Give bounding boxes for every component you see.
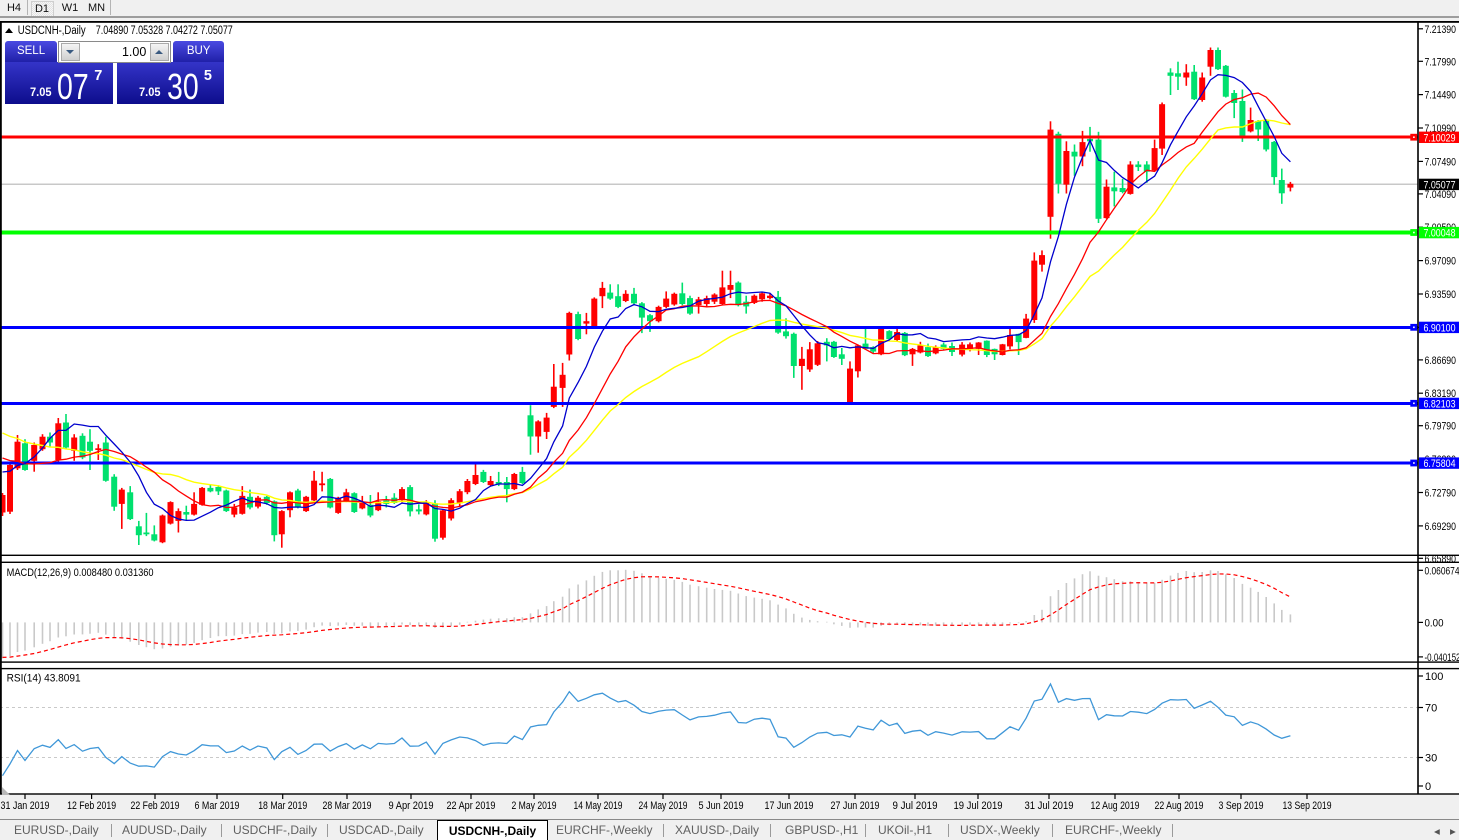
- svg-text:24 May 2019: 24 May 2019: [639, 800, 688, 812]
- svg-text:31 Jul 2019: 31 Jul 2019: [1025, 800, 1074, 812]
- svg-text:2 May 2019: 2 May 2019: [512, 800, 557, 812]
- svg-text:5 Jun 2019: 5 Jun 2019: [699, 800, 744, 812]
- svg-text:7.05077: 7.05077: [1424, 179, 1456, 191]
- svg-text:100: 100: [1425, 671, 1443, 683]
- svg-text:6.86690: 6.86690: [1425, 355, 1457, 367]
- svg-text:0.00: 0.00: [1425, 617, 1444, 629]
- svg-text:18 Mar 2019: 18 Mar 2019: [258, 800, 307, 812]
- svg-text:7.04890 7.05328 7.04272 7.0507: 7.04890 7.05328 7.04272 7.05077: [96, 25, 233, 37]
- svg-text:3 Sep 2019: 3 Sep 2019: [1219, 800, 1264, 812]
- svg-text:0.060674: 0.060674: [1425, 565, 1459, 577]
- svg-text:USDCNH-,Daily: USDCNH-,Daily: [18, 25, 86, 37]
- svg-text:22 Apr 2019: 22 Apr 2019: [447, 800, 496, 812]
- svg-text:6.90100: 6.90100: [1424, 322, 1456, 334]
- svg-text:7.04090: 7.04090: [1425, 189, 1457, 201]
- svg-text:28 Mar 2019: 28 Mar 2019: [323, 800, 372, 812]
- svg-text:-0.040152: -0.040152: [1425, 652, 1459, 664]
- svg-text:22 Aug 2019: 22 Aug 2019: [1155, 800, 1204, 812]
- svg-text:6.79790: 6.79790: [1425, 421, 1457, 433]
- svg-text:6.83190: 6.83190: [1425, 388, 1457, 400]
- svg-text:9 Apr 2019: 9 Apr 2019: [389, 800, 434, 812]
- svg-text:7.21390: 7.21390: [1425, 24, 1457, 36]
- svg-text:9 Jul 2019: 9 Jul 2019: [893, 800, 938, 812]
- svg-text:12 Feb 2019: 12 Feb 2019: [67, 800, 116, 812]
- svg-text:27 Jun 2019: 27 Jun 2019: [831, 800, 880, 812]
- svg-text:7.00048: 7.00048: [1424, 228, 1456, 240]
- svg-text:14 May 2019: 14 May 2019: [574, 800, 623, 812]
- svg-text:6.65890: 6.65890: [1425, 553, 1457, 565]
- svg-text:6.75804: 6.75804: [1424, 458, 1456, 470]
- svg-text:6.82103: 6.82103: [1424, 398, 1456, 410]
- svg-text:7.14490: 7.14490: [1425, 90, 1457, 102]
- svg-text:7.10029: 7.10029: [1424, 132, 1456, 144]
- svg-text:22 Feb 2019: 22 Feb 2019: [131, 800, 180, 812]
- svg-text:70: 70: [1425, 703, 1437, 715]
- svg-text:7.17990: 7.17990: [1425, 56, 1457, 68]
- svg-text:6.72790: 6.72790: [1425, 488, 1457, 500]
- svg-text:6.97090: 6.97090: [1425, 256, 1457, 268]
- svg-text:30: 30: [1425, 753, 1437, 765]
- svg-text:MACD(12,26,9) 0.008480 0.03136: MACD(12,26,9) 0.008480 0.031360: [7, 567, 154, 579]
- svg-text:31 Jan 2019: 31 Jan 2019: [1, 800, 50, 812]
- svg-text:19 Jul 2019: 19 Jul 2019: [954, 800, 1003, 812]
- svg-text:0: 0: [1425, 781, 1431, 793]
- svg-text:13 Sep 2019: 13 Sep 2019: [1283, 800, 1332, 812]
- svg-text:RSI(14) 43.8091: RSI(14) 43.8091: [7, 673, 81, 685]
- svg-text:6 Mar 2019: 6 Mar 2019: [195, 800, 240, 812]
- svg-text:12 Aug 2019: 12 Aug 2019: [1091, 800, 1140, 812]
- svg-text:6.69290: 6.69290: [1425, 521, 1457, 533]
- svg-text:17 Jun 2019: 17 Jun 2019: [765, 800, 814, 812]
- svg-text:7.07490: 7.07490: [1425, 156, 1457, 168]
- svg-text:6.93590: 6.93590: [1425, 289, 1457, 301]
